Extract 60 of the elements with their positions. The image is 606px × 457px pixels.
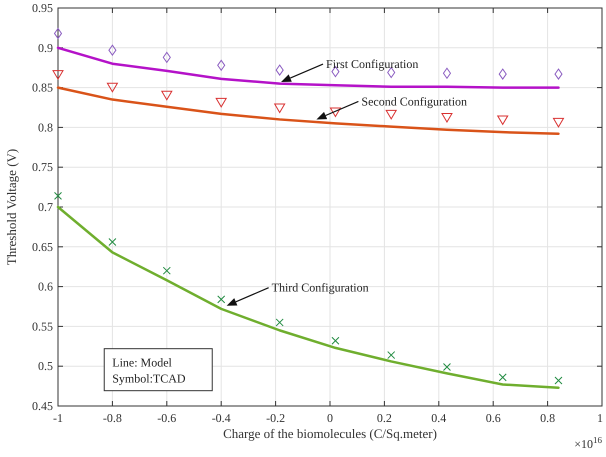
point bbox=[106, 82, 118, 92]
point bbox=[552, 118, 564, 128]
line-series bbox=[56, 86, 560, 136]
y-tick-label: 0.9 bbox=[38, 40, 53, 55]
point bbox=[216, 98, 227, 108]
y-tick-label: 0.7 bbox=[38, 200, 53, 214]
x-tick-label: 0.6 bbox=[486, 411, 501, 425]
point bbox=[54, 192, 62, 200]
point bbox=[386, 110, 397, 120]
x-tick-label: 0 bbox=[327, 411, 333, 425]
point bbox=[497, 115, 508, 125]
point bbox=[162, 266, 171, 275]
y-tick-label: 0.6 bbox=[38, 280, 53, 294]
x-tick-label: -0.4 bbox=[212, 411, 231, 425]
y-tick-label: 0.5 bbox=[38, 359, 53, 374]
y-tick-label: 0.95 bbox=[32, 1, 53, 15]
point bbox=[276, 64, 284, 76]
x-tick-label: -0.8 bbox=[102, 411, 122, 425]
point bbox=[161, 90, 172, 100]
x-tick-label: -0.2 bbox=[266, 411, 286, 425]
y-axis-title: Threshold Voltage (V) bbox=[4, 148, 19, 266]
point bbox=[441, 113, 452, 123]
point bbox=[387, 351, 396, 360]
x-tick-label: -0.6 bbox=[157, 411, 176, 425]
point bbox=[52, 70, 64, 80]
annotation: Line: Model bbox=[112, 356, 173, 370]
point bbox=[330, 107, 341, 117]
annotation: Second Configuration bbox=[361, 94, 468, 108]
point bbox=[276, 318, 284, 326]
point bbox=[274, 104, 286, 113]
y-tick-label: 0.85 bbox=[32, 80, 53, 95]
point bbox=[554, 376, 562, 385]
x-tick-label: -1 bbox=[53, 411, 63, 425]
y-tick-label: 0.55 bbox=[32, 319, 53, 334]
text: ×10$^{16}$ bbox=[574, 435, 602, 451]
point bbox=[162, 52, 171, 63]
x-tick-label: 0.2 bbox=[376, 411, 392, 425]
y-tick-label: 0.75 bbox=[32, 160, 53, 174]
point bbox=[498, 373, 507, 382]
y-tick-label: 0.45 bbox=[32, 399, 53, 413]
annotation: First Configuration bbox=[326, 57, 418, 72]
point bbox=[442, 68, 451, 79]
point bbox=[442, 362, 451, 371]
x-tick-label: 1 bbox=[597, 411, 603, 425]
y-tick-label: 0.8 bbox=[38, 120, 53, 134]
x-tick-label: 0.4 bbox=[431, 411, 446, 425]
line-series bbox=[56, 46, 560, 89]
point bbox=[331, 336, 340, 345]
point bbox=[217, 60, 226, 71]
point bbox=[217, 295, 226, 304]
annotation: Symbol:TCAD bbox=[112, 372, 186, 386]
y-tick-label: 0.65 bbox=[32, 240, 53, 254]
x-axis-title: Charge of the biomolecules (C/Sq.meter) bbox=[223, 426, 437, 441]
line-series bbox=[56, 206, 560, 389]
x-tick-label: 0.8 bbox=[540, 411, 556, 425]
point bbox=[108, 44, 116, 56]
point bbox=[554, 68, 562, 80]
annotation: Third Configuration bbox=[272, 280, 369, 295]
point bbox=[498, 68, 507, 80]
point bbox=[108, 238, 116, 246]
